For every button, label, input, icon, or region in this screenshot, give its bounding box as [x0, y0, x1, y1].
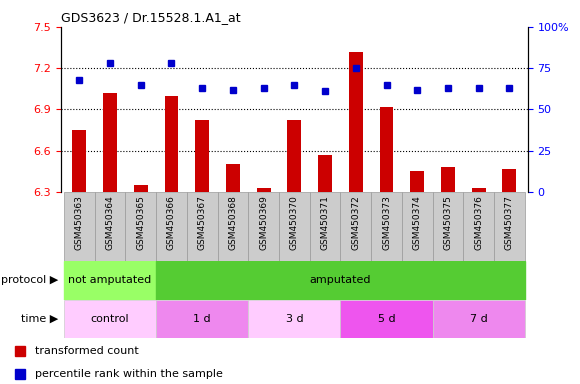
Bar: [103, 93, 117, 192]
Text: protocol ▶: protocol ▶: [1, 275, 58, 285]
Bar: [340, 192, 371, 261]
Bar: [187, 192, 218, 261]
Bar: [156, 261, 525, 300]
Bar: [379, 107, 393, 192]
Bar: [310, 192, 340, 261]
Text: amputated: amputated: [310, 275, 371, 285]
Bar: [402, 192, 433, 261]
Bar: [494, 192, 525, 261]
Text: GSM450374: GSM450374: [413, 195, 422, 250]
Bar: [349, 51, 362, 192]
Bar: [95, 192, 125, 261]
Bar: [288, 121, 301, 192]
Text: control: control: [90, 314, 129, 324]
Bar: [340, 300, 433, 338]
Text: GSM450377: GSM450377: [505, 195, 514, 250]
Text: GSM450367: GSM450367: [198, 195, 206, 250]
Bar: [371, 192, 402, 261]
Bar: [64, 192, 95, 261]
Text: GDS3623 / Dr.15528.1.A1_at: GDS3623 / Dr.15528.1.A1_at: [61, 11, 241, 24]
Text: GSM450364: GSM450364: [106, 195, 114, 250]
Bar: [441, 167, 455, 192]
Bar: [257, 188, 270, 192]
Text: not amputated: not amputated: [68, 275, 152, 285]
Bar: [165, 96, 179, 192]
Text: 7 d: 7 d: [470, 314, 488, 324]
Bar: [463, 192, 494, 261]
Bar: [134, 185, 148, 192]
Bar: [318, 155, 332, 192]
Bar: [410, 171, 424, 192]
Bar: [472, 188, 485, 192]
Text: GSM450376: GSM450376: [474, 195, 483, 250]
Bar: [433, 192, 463, 261]
Text: GSM450370: GSM450370: [290, 195, 299, 250]
Bar: [72, 130, 86, 192]
Bar: [156, 192, 187, 261]
Bar: [279, 192, 310, 261]
Text: time ▶: time ▶: [21, 314, 58, 324]
Text: GSM450363: GSM450363: [75, 195, 84, 250]
Text: GSM450372: GSM450372: [351, 195, 360, 250]
Text: GSM450365: GSM450365: [136, 195, 145, 250]
Text: GSM450375: GSM450375: [444, 195, 452, 250]
Text: GSM450368: GSM450368: [229, 195, 237, 250]
Bar: [195, 121, 209, 192]
Text: percentile rank within the sample: percentile rank within the sample: [35, 369, 222, 379]
Text: 5 d: 5 d: [378, 314, 396, 324]
Bar: [64, 300, 156, 338]
Bar: [248, 192, 279, 261]
Bar: [64, 261, 156, 300]
Text: GSM450369: GSM450369: [259, 195, 268, 250]
Bar: [156, 300, 248, 338]
Text: GSM450373: GSM450373: [382, 195, 391, 250]
Text: 3 d: 3 d: [285, 314, 303, 324]
Bar: [226, 164, 240, 192]
Bar: [433, 300, 525, 338]
Text: GSM450371: GSM450371: [321, 195, 329, 250]
Bar: [218, 192, 248, 261]
Bar: [502, 169, 516, 192]
Text: 1 d: 1 d: [193, 314, 211, 324]
Text: GSM450366: GSM450366: [167, 195, 176, 250]
Text: transformed count: transformed count: [35, 346, 138, 356]
Bar: [125, 192, 156, 261]
Bar: [248, 300, 340, 338]
